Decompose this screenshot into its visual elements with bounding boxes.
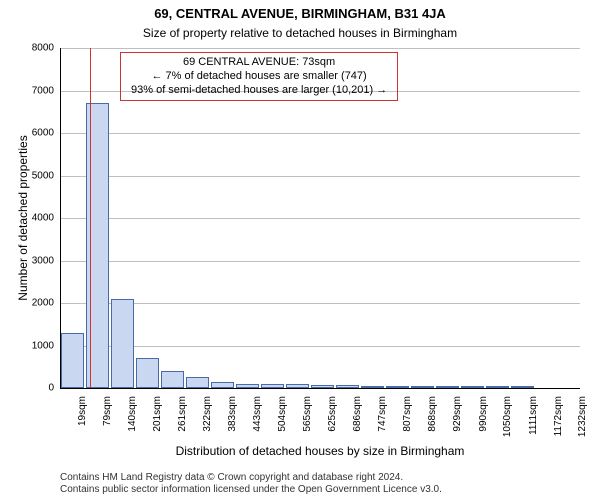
y-tick-label: 4000 xyxy=(32,213,60,224)
histogram-bar xyxy=(386,386,409,388)
x-tick-label: 261sqm xyxy=(177,392,188,446)
histogram-bar xyxy=(111,299,134,388)
x-tick-label: 625sqm xyxy=(327,392,338,446)
callout-line-3: 93% of semi-detached houses are larger (… xyxy=(131,84,387,98)
histogram-bar xyxy=(136,358,159,388)
x-tick-label: 140sqm xyxy=(127,392,138,446)
gridline xyxy=(60,176,580,177)
x-tick-label: 565sqm xyxy=(302,392,313,446)
x-tick-label: 201sqm xyxy=(152,392,163,446)
gridline xyxy=(60,48,580,49)
histogram-bar xyxy=(161,371,184,388)
x-tick-label: 322sqm xyxy=(202,392,213,446)
histogram-bar xyxy=(436,386,459,388)
y-tick-label: 8000 xyxy=(32,43,60,54)
gridline xyxy=(60,133,580,134)
attribution-footer: Contains HM Land Registry data © Crown c… xyxy=(60,472,442,496)
histogram-bar xyxy=(236,384,259,388)
gridline xyxy=(60,346,580,347)
y-tick-label: 5000 xyxy=(32,170,60,181)
x-tick-label: 19sqm xyxy=(77,392,88,446)
y-axis-label: Number of detached properties xyxy=(16,48,30,388)
y-tick-label: 6000 xyxy=(32,128,60,139)
property-marker-line xyxy=(90,48,91,388)
x-tick-label: 504sqm xyxy=(277,392,288,446)
y-tick-label: 0 xyxy=(48,383,60,394)
histogram-bar xyxy=(186,377,209,388)
x-tick-label: 807sqm xyxy=(402,392,413,446)
histogram-bar xyxy=(511,386,534,388)
histogram-bar xyxy=(261,384,284,388)
callout-line-2: ← 7% of detached houses are smaller (747… xyxy=(131,70,387,84)
gridline xyxy=(60,261,580,262)
histogram-bar xyxy=(486,386,509,388)
histogram-bar xyxy=(61,333,84,388)
x-tick-label: 868sqm xyxy=(427,392,438,446)
x-tick-label: 79sqm xyxy=(102,392,113,446)
footer-line-1: Contains HM Land Registry data © Crown c… xyxy=(60,472,442,484)
x-tick-label: 383sqm xyxy=(227,392,238,446)
x-tick-label: 443sqm xyxy=(252,392,263,446)
x-tick-label: 1172sqm xyxy=(553,392,564,446)
x-tick-label: 990sqm xyxy=(478,392,489,446)
callout-box: 69 CENTRAL AVENUE: 73sqm ← 7% of detache… xyxy=(120,52,398,101)
histogram-bar xyxy=(211,382,234,388)
histogram-bar xyxy=(461,386,484,388)
histogram-bar xyxy=(311,385,334,388)
x-tick-label: 686sqm xyxy=(352,392,363,446)
x-tick-label: 1050sqm xyxy=(502,392,513,446)
y-tick-label: 7000 xyxy=(32,85,60,96)
x-tick-label: 929sqm xyxy=(452,392,463,446)
callout-line-1: 69 CENTRAL AVENUE: 73sqm xyxy=(131,56,387,70)
histogram-bar xyxy=(361,386,384,388)
histogram-bar xyxy=(411,386,434,388)
x-axis-label: Distribution of detached houses by size … xyxy=(60,444,580,458)
chart-container: { "header": { "title": "69, CENTRAL AVEN… xyxy=(0,0,600,500)
gridline xyxy=(60,303,580,304)
x-tick-label: 1111sqm xyxy=(528,392,539,446)
y-tick-label: 2000 xyxy=(32,298,60,309)
y-tick-label: 1000 xyxy=(32,340,60,351)
x-axis xyxy=(60,388,580,389)
gridline xyxy=(60,218,580,219)
x-tick-label: 1232sqm xyxy=(577,392,588,446)
chart-title: 69, CENTRAL AVENUE, BIRMINGHAM, B31 4JA xyxy=(0,6,600,21)
histogram-bar xyxy=(336,385,359,388)
footer-line-2: Contains public sector information licen… xyxy=(60,484,442,496)
y-tick-label: 3000 xyxy=(32,255,60,266)
x-tick-label: 747sqm xyxy=(377,392,388,446)
chart-subtitle: Size of property relative to detached ho… xyxy=(0,26,600,40)
histogram-bar xyxy=(286,384,309,388)
